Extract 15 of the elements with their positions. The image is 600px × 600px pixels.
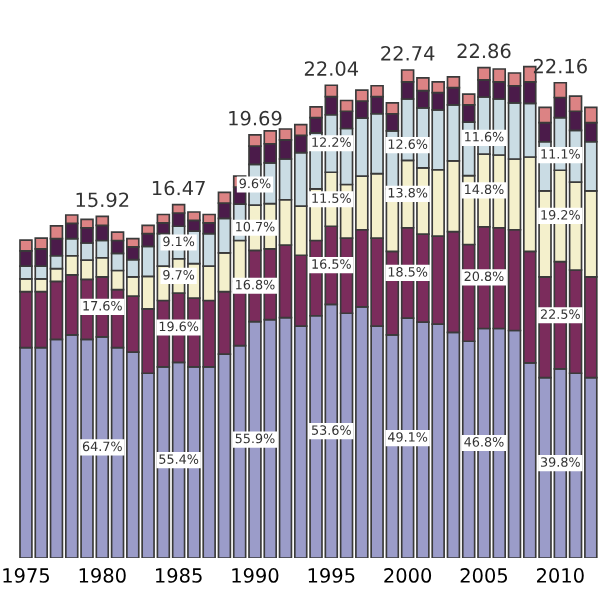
x-tick-label: 1975: [3, 568, 49, 583]
annotation: 15.92: [76, 192, 129, 208]
annotation: 22.86: [457, 43, 511, 59]
x-tick-label: 1995: [308, 568, 355, 583]
annotation: 22.74: [381, 45, 435, 61]
annotation: 22.04: [304, 61, 359, 76]
x-tick-label: 2010: [536, 568, 584, 583]
x-tick-label: 1985: [156, 568, 202, 583]
x-tick-label: 1990: [232, 568, 279, 583]
annotation: 19.69: [229, 110, 282, 126]
annotation: 22.16: [533, 58, 587, 74]
x-tick-label: 2000: [384, 568, 432, 583]
annotation: 16.47: [152, 180, 205, 196]
x-tick-label: 1980: [79, 568, 126, 583]
x-tick-label: 2005: [460, 568, 508, 583]
